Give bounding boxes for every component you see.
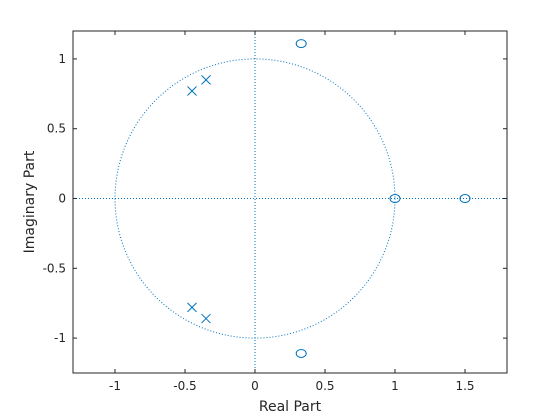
x-axis-label: Real Part [259,399,322,415]
x-tick-label: 1 [391,379,399,393]
y-axis-label: Imaginary Part [22,150,38,253]
x-tick-label: 0 [251,379,259,393]
y-tick-label: 0.5 [47,122,66,136]
reference-layer [73,31,507,373]
marks-layer [187,39,471,358]
x-tick-label: 0.5 [315,379,334,393]
y-tick-label: -1 [54,331,66,345]
plot-area [73,31,507,373]
zero-marker [459,194,471,204]
x-tick-label: 1.5 [455,379,474,393]
pole-marker [187,86,197,96]
ticks-layer: -1 -0.5 0 0.5 1 1.5 -1 -0.5 0 0.5 1 [43,31,507,393]
x-tick-label: -0.5 [173,379,196,393]
x-tick-label: -1 [109,379,121,393]
y-tick-label: -0.5 [43,261,66,275]
y-tick-label: 1 [58,52,66,66]
pole-marker [201,313,211,324]
pole-marker [187,302,197,313]
zero-marker [295,348,307,358]
zero-marker [295,39,307,49]
axes-box [72,30,508,374]
zero-marker [389,194,401,204]
pole-marker [201,75,211,85]
y-tick-label: 0 [58,192,66,206]
